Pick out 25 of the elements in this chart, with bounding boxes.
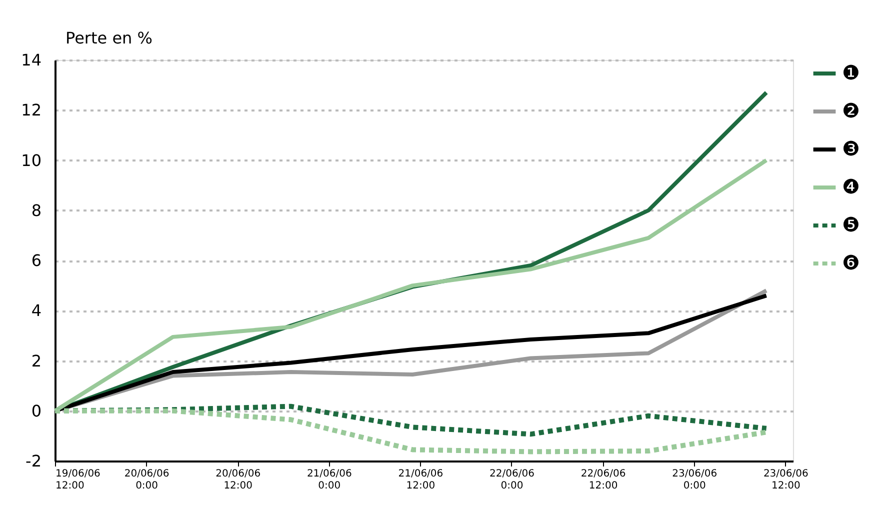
y-tick-label: 8: [31, 200, 42, 220]
legend-label: ❺: [842, 212, 860, 236]
y-tick-label: -2: [26, 452, 42, 470]
x-tick-label: 23/06/06 12:00: [763, 468, 808, 492]
y-tick-label: 6: [31, 251, 42, 270]
legend-label: ❹: [842, 174, 860, 198]
x-tick-label: 21/06/06 12:00: [398, 468, 444, 492]
y-tick-label: 0: [31, 401, 42, 420]
x-tick-label: 20/06/06 0:00: [124, 468, 170, 492]
legend-label: ❻: [842, 250, 860, 274]
x-tick-label: 19/06/06 12:00: [56, 468, 100, 492]
legend-label: ❶: [842, 60, 860, 84]
x-tick-label: 23/06/06 0:00: [672, 468, 718, 492]
y-tick-label: 14: [21, 50, 42, 70]
y-axis-title: Perte en %: [66, 28, 152, 48]
x-tick-label: 20/06/06 12:00: [216, 468, 261, 492]
x-tick-label: 22/06/06 12:00: [580, 468, 626, 492]
y-tick-label: 12: [21, 100, 42, 120]
y-tick-label: 10: [21, 150, 42, 170]
y-tick-label: 2: [31, 351, 42, 370]
x-tick-label: 21/06/06 0:00: [306, 468, 352, 492]
y-tick-label: 4: [31, 301, 42, 320]
legend-label: ❸: [842, 136, 860, 160]
legend-label: ❷: [842, 98, 860, 122]
x-tick-label: 22/06/06 0:00: [490, 468, 534, 492]
